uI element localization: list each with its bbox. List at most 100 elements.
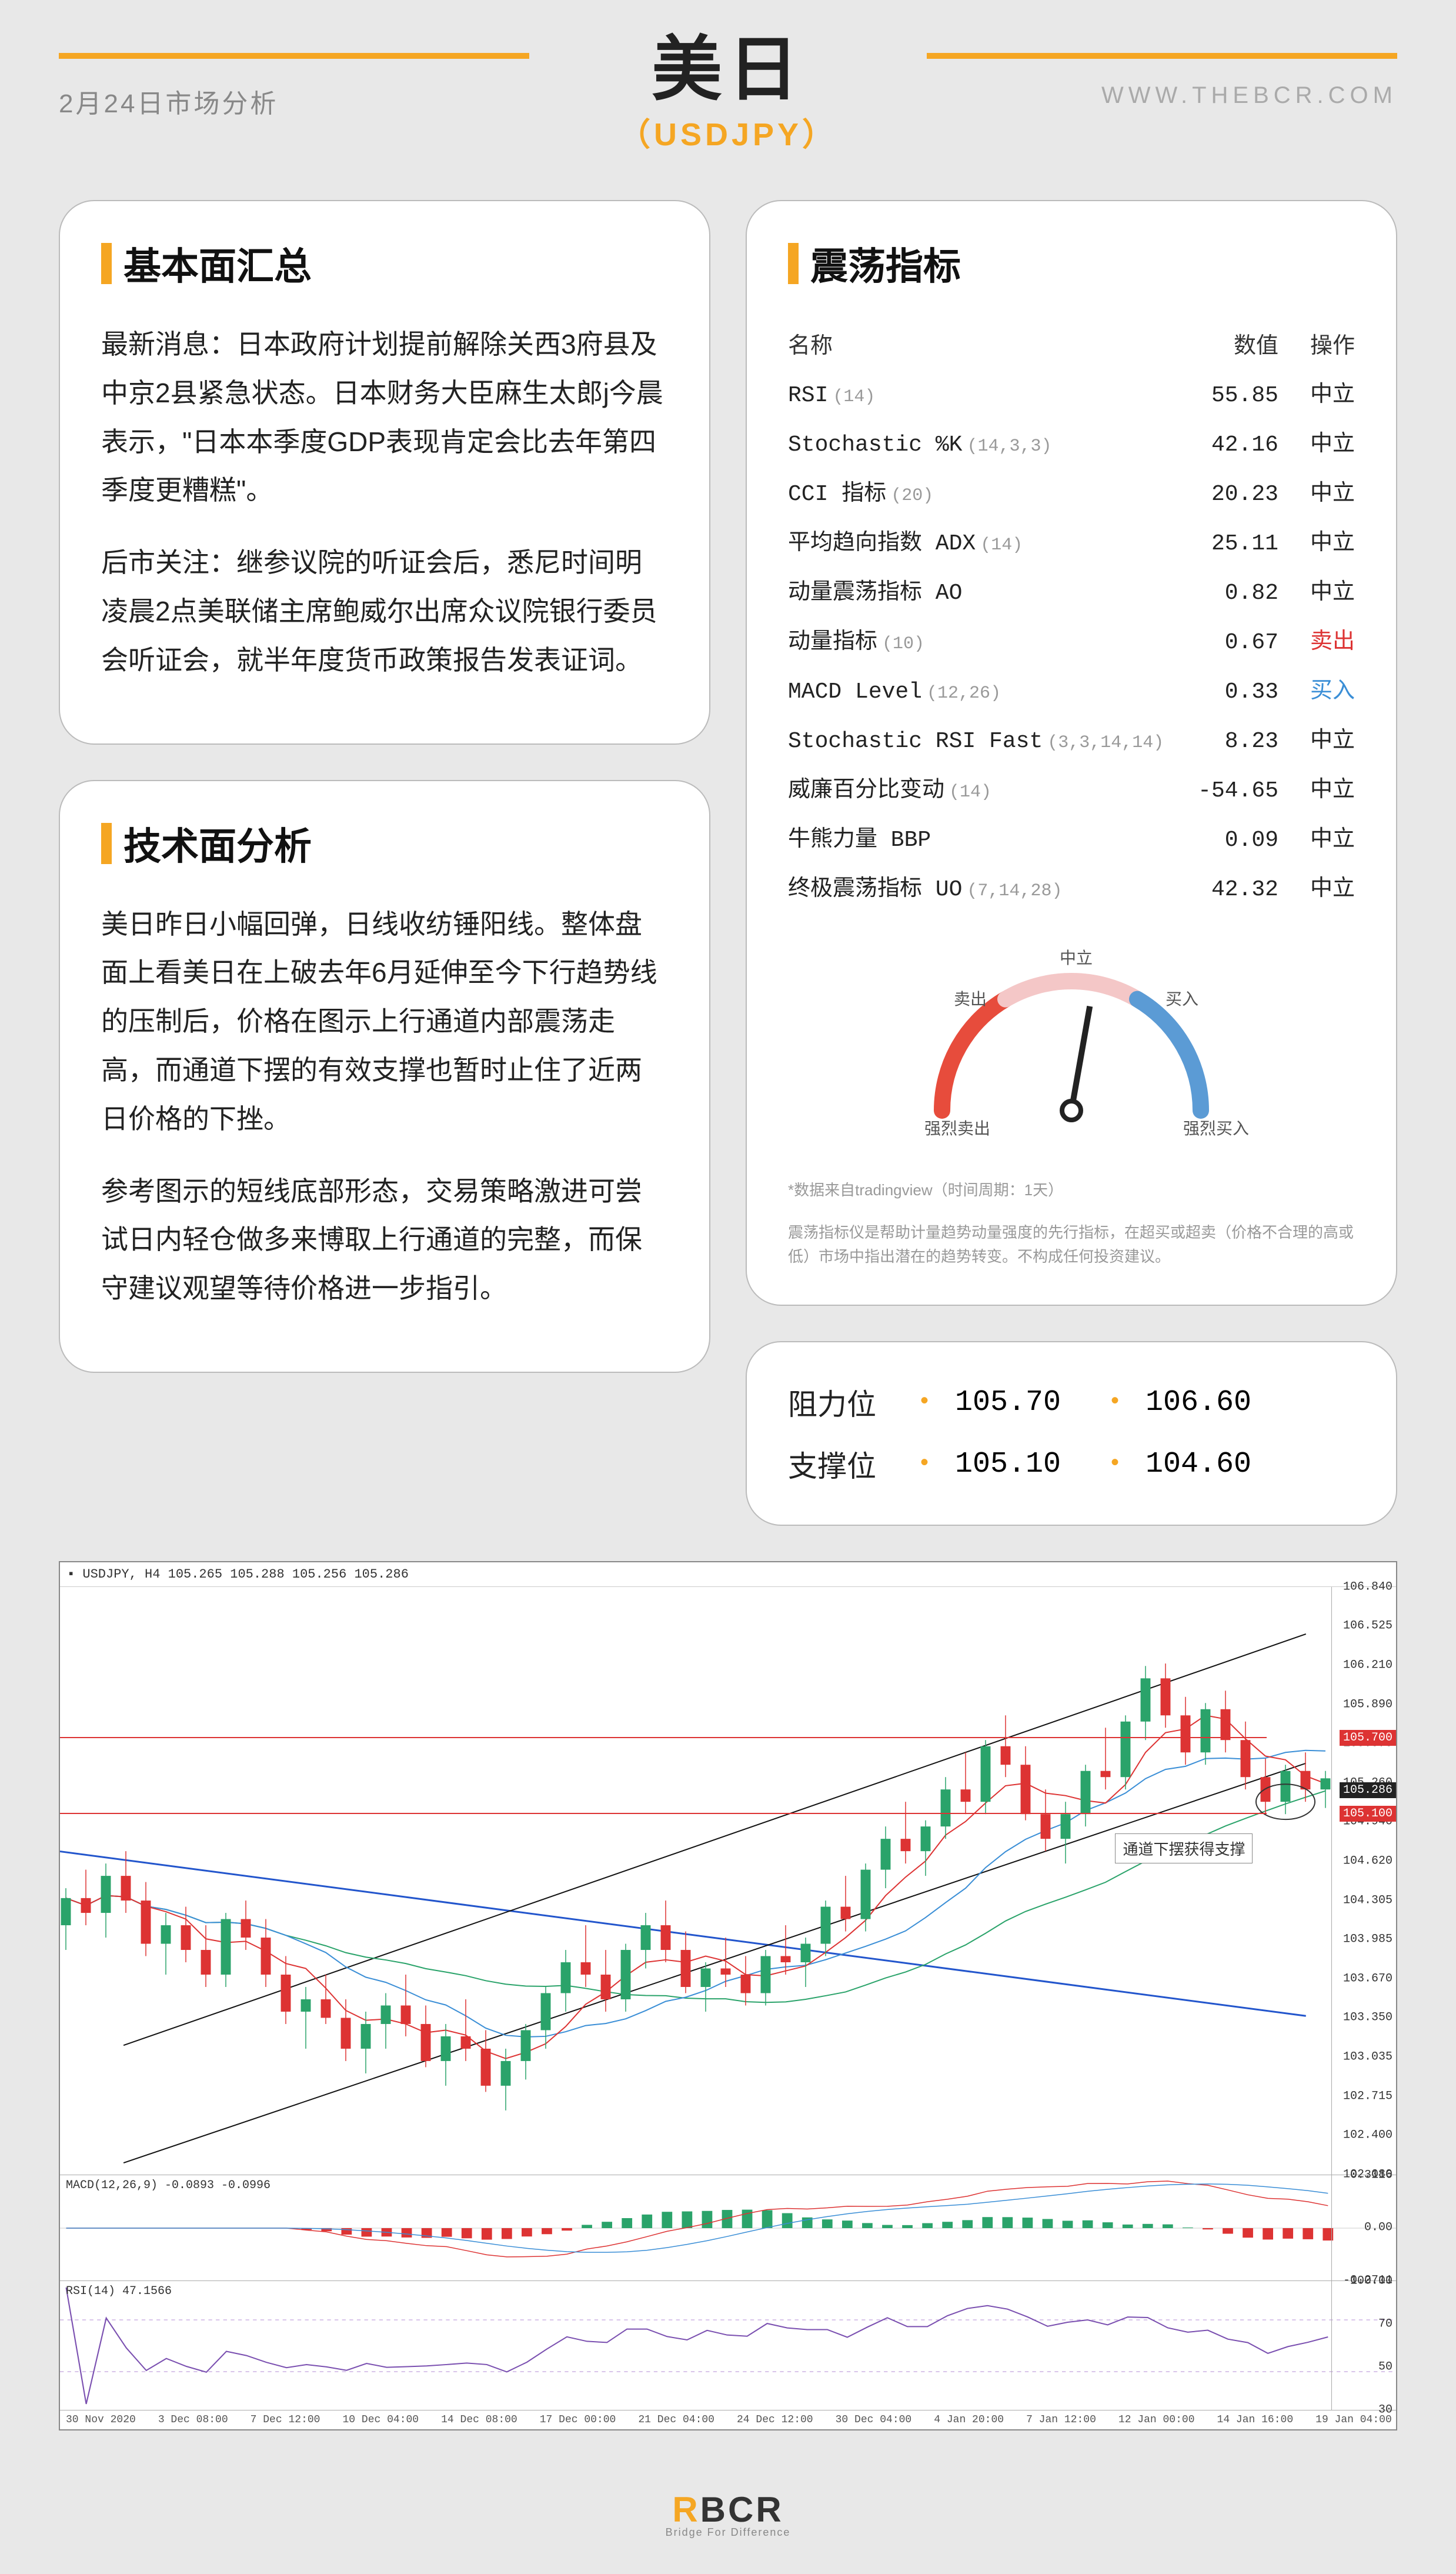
ind-name: Stochastic RSI Fast(3,3,14,14) xyxy=(788,729,1178,754)
title-accent-bar xyxy=(101,823,112,864)
support-row: 支撑位 • 105.10 • 104.60 xyxy=(788,1433,1355,1495)
indicator-row: 动量指标(10)0.67卖出 xyxy=(788,614,1355,663)
chart-plot: 通道下摆获得支撑 xyxy=(60,1587,1331,2175)
x-tick: 14 Dec 08:00 xyxy=(441,2414,517,2426)
ind-name: 平均趋向指数 ADX(14) xyxy=(788,524,1178,556)
svg-text:卖出: 卖出 xyxy=(954,990,987,1008)
ind-name: 威廉百分比变动(14) xyxy=(788,771,1178,803)
x-axis: 30 Nov 20203 Dec 08:007 Dec 12:0010 Dec … xyxy=(60,2410,1396,2429)
ind-act: 中立 xyxy=(1278,425,1355,457)
ind-name: 终极震荡指标 UO(7,14,28) xyxy=(788,869,1178,902)
price-tag: 105.100 xyxy=(1340,1806,1396,1822)
price-tag: 105.700 xyxy=(1340,1730,1396,1746)
ind-name: 牛熊力量 BBP xyxy=(788,820,1178,853)
x-tick: 12 Jan 00:00 xyxy=(1118,2414,1195,2426)
ind-val: 42.16 xyxy=(1178,432,1278,458)
y-tick: 106.210 xyxy=(1343,1658,1392,1672)
ind-val: 25.11 xyxy=(1178,531,1278,556)
y-axis-main: 106.840106.525106.210105.890105.575105.2… xyxy=(1331,1587,1396,2175)
x-tick: 24 Dec 12:00 xyxy=(737,2414,813,2426)
indicators-head: 名称 数值 操作 xyxy=(788,320,1355,367)
price-tag: 105.286 xyxy=(1340,1782,1396,1798)
gauge: 强烈卖出卖出中立买入强烈买入 xyxy=(788,934,1355,1161)
y-tick: 103.350 xyxy=(1343,2011,1392,2025)
ind-val: 42.32 xyxy=(1178,877,1278,902)
r1: 105.70 xyxy=(955,1386,1084,1419)
y-tick: 103.035 xyxy=(1343,2050,1392,2063)
y-tick: 105.890 xyxy=(1343,1698,1392,1711)
footer: RBCR Bridge For Difference xyxy=(0,2466,1456,2574)
indicators-rows: RSI(14)55.85中立Stochastic %K(14,3,3)42.16… xyxy=(788,367,1355,911)
left-column: 基本面汇总 最新消息：日本政府计划提前解除关西3府县及中京2县紧急状态。日本财务… xyxy=(59,200,710,1526)
header-url: WWW.THEBCR.COM xyxy=(1101,82,1397,109)
disclaimer-2: 震荡指标仪是帮助计量趋势动量强度的先行指标，在超买或超卖（价格不合理的高或低）市… xyxy=(788,1221,1355,1269)
title-accent-bar xyxy=(788,243,799,284)
indicator-row: Stochastic RSI Fast(3,3,14,14)8.23中立 xyxy=(788,713,1355,762)
resistance-line xyxy=(60,1737,1267,1738)
indicator-row: 牛熊力量 BBP0.09中立 xyxy=(788,812,1355,861)
ind-val: -54.65 xyxy=(1178,778,1278,803)
ind-act: 中立 xyxy=(1278,375,1355,408)
oscillators-title: 震荡指标 xyxy=(810,236,961,291)
technical-title: 技术面分析 xyxy=(123,816,312,871)
chart-annotation: 通道下摆获得支撑 xyxy=(1115,1833,1253,1863)
ind-val: 55.85 xyxy=(1178,383,1278,408)
rsi-svg xyxy=(60,2281,1396,2410)
chart-panel: ▪ USDJPY, H4 105.265 105.288 105.256 105… xyxy=(59,1561,1397,2430)
x-tick: 14 Jan 16:00 xyxy=(1217,2414,1294,2426)
x-tick: 30 Dec 04:00 xyxy=(836,2414,912,2426)
y-tick: 104.620 xyxy=(1343,1854,1392,1868)
ind-name: 动量震荡指标 AO xyxy=(788,573,1178,606)
chart-symbol-header: ▪ USDJPY, H4 105.265 105.288 105.256 105… xyxy=(60,1562,1396,1587)
bullet-icon: • xyxy=(1108,1451,1122,1478)
y-tick: 106.525 xyxy=(1343,1619,1392,1633)
svg-text:强烈买入: 强烈买入 xyxy=(1183,1119,1249,1138)
bullet-icon: • xyxy=(1108,1389,1122,1416)
logo-r-icon: R xyxy=(672,2490,700,2529)
rsi-panel: RSI(14) 47.1566 100.00705030 xyxy=(60,2281,1396,2410)
ind-name: 动量指标(10) xyxy=(788,622,1178,655)
fundamentals-title: 基本面汇总 xyxy=(123,236,312,291)
head-val: 数值 xyxy=(1178,327,1278,360)
bullet-icon: • xyxy=(917,1451,931,1478)
resistance-label: 阻力位 xyxy=(788,1381,894,1424)
indicator-row: Stochastic %K(14,3,3)42.16中立 xyxy=(788,416,1355,466)
main-grid: 基本面汇总 最新消息：日本政府计划提前解除关西3府县及中京2县紧急状态。日本财务… xyxy=(0,47,1456,1561)
x-tick: 7 Dec 12:00 xyxy=(251,2414,320,2426)
x-tick: 4 Jan 20:00 xyxy=(934,2414,1004,2426)
technical-body: 美日昨日小幅回弹，日线收纺锤阳线。整体盘面上看美日在上破去年6月延伸至今下行趋势… xyxy=(101,900,668,1313)
ind-name: RSI(14) xyxy=(788,383,1178,408)
fundamentals-body: 最新消息：日本政府计划提前解除关西3府县及中京2县紧急状态。日本财务大臣麻生太郎… xyxy=(101,320,668,685)
y-tick: 102.400 xyxy=(1343,2129,1392,2142)
macd-panel: MACD(12,26,9) -0.0893 -0.0996 0.31160.00… xyxy=(60,2175,1396,2281)
x-tick: 7 Jan 12:00 xyxy=(1026,2414,1096,2426)
ind-name: MACD Level(12,26) xyxy=(788,679,1178,705)
resistance-line xyxy=(60,1813,1267,1814)
ind-act: 中立 xyxy=(1278,524,1355,556)
y-axis-macd: 0.31160.00-0.2711 xyxy=(1331,2175,1396,2280)
bullet-icon: • xyxy=(917,1389,931,1416)
ind-act: 中立 xyxy=(1278,771,1355,803)
r2: 106.60 xyxy=(1146,1386,1275,1419)
ind-name: CCI 指标(20) xyxy=(788,474,1178,507)
fundamentals-p2: 后市关注：继参议院的听证会后，悉尼时间明凌晨2点美联储主席鲍威尔出席众议院银行委… xyxy=(101,538,668,684)
footer-logo: RBCR xyxy=(0,2489,1456,2530)
fundamentals-card: 基本面汇总 最新消息：日本政府计划提前解除关西3府县及中京2县紧急状态。日本财务… xyxy=(59,200,710,745)
macd-label: MACD(12,26,9) -0.0893 -0.0996 xyxy=(66,2179,271,2192)
technical-p1: 美日昨日小幅回弹，日线收纺锤阳线。整体盘面上看美日在上破去年6月延伸至今下行趋势… xyxy=(101,900,668,1143)
support-label: 支撑位 xyxy=(788,1443,894,1486)
x-tick: 3 Dec 08:00 xyxy=(158,2414,228,2426)
y-tick: 103.985 xyxy=(1343,1933,1392,1946)
gauge-svg: 强烈卖出卖出中立买入强烈买入 xyxy=(866,934,1277,1158)
y-tick: 103.670 xyxy=(1343,1972,1392,1985)
svg-text:买入: 买入 xyxy=(1166,990,1198,1008)
ind-act: 中立 xyxy=(1278,721,1355,753)
footer-brand: BCR xyxy=(700,2490,784,2529)
ind-val: 0.33 xyxy=(1178,679,1278,705)
ind-act: 中立 xyxy=(1278,869,1355,902)
technical-card: 技术面分析 美日昨日小幅回弹，日线收纺锤阳线。整体盘面上看美日在上破去年6月延伸… xyxy=(59,780,710,1373)
svg-text:强烈卖出: 强烈卖出 xyxy=(924,1119,990,1138)
oscillators-title-row: 震荡指标 xyxy=(788,236,1355,291)
ind-val: 0.67 xyxy=(1178,630,1278,655)
x-tick: 10 Dec 04:00 xyxy=(342,2414,419,2426)
